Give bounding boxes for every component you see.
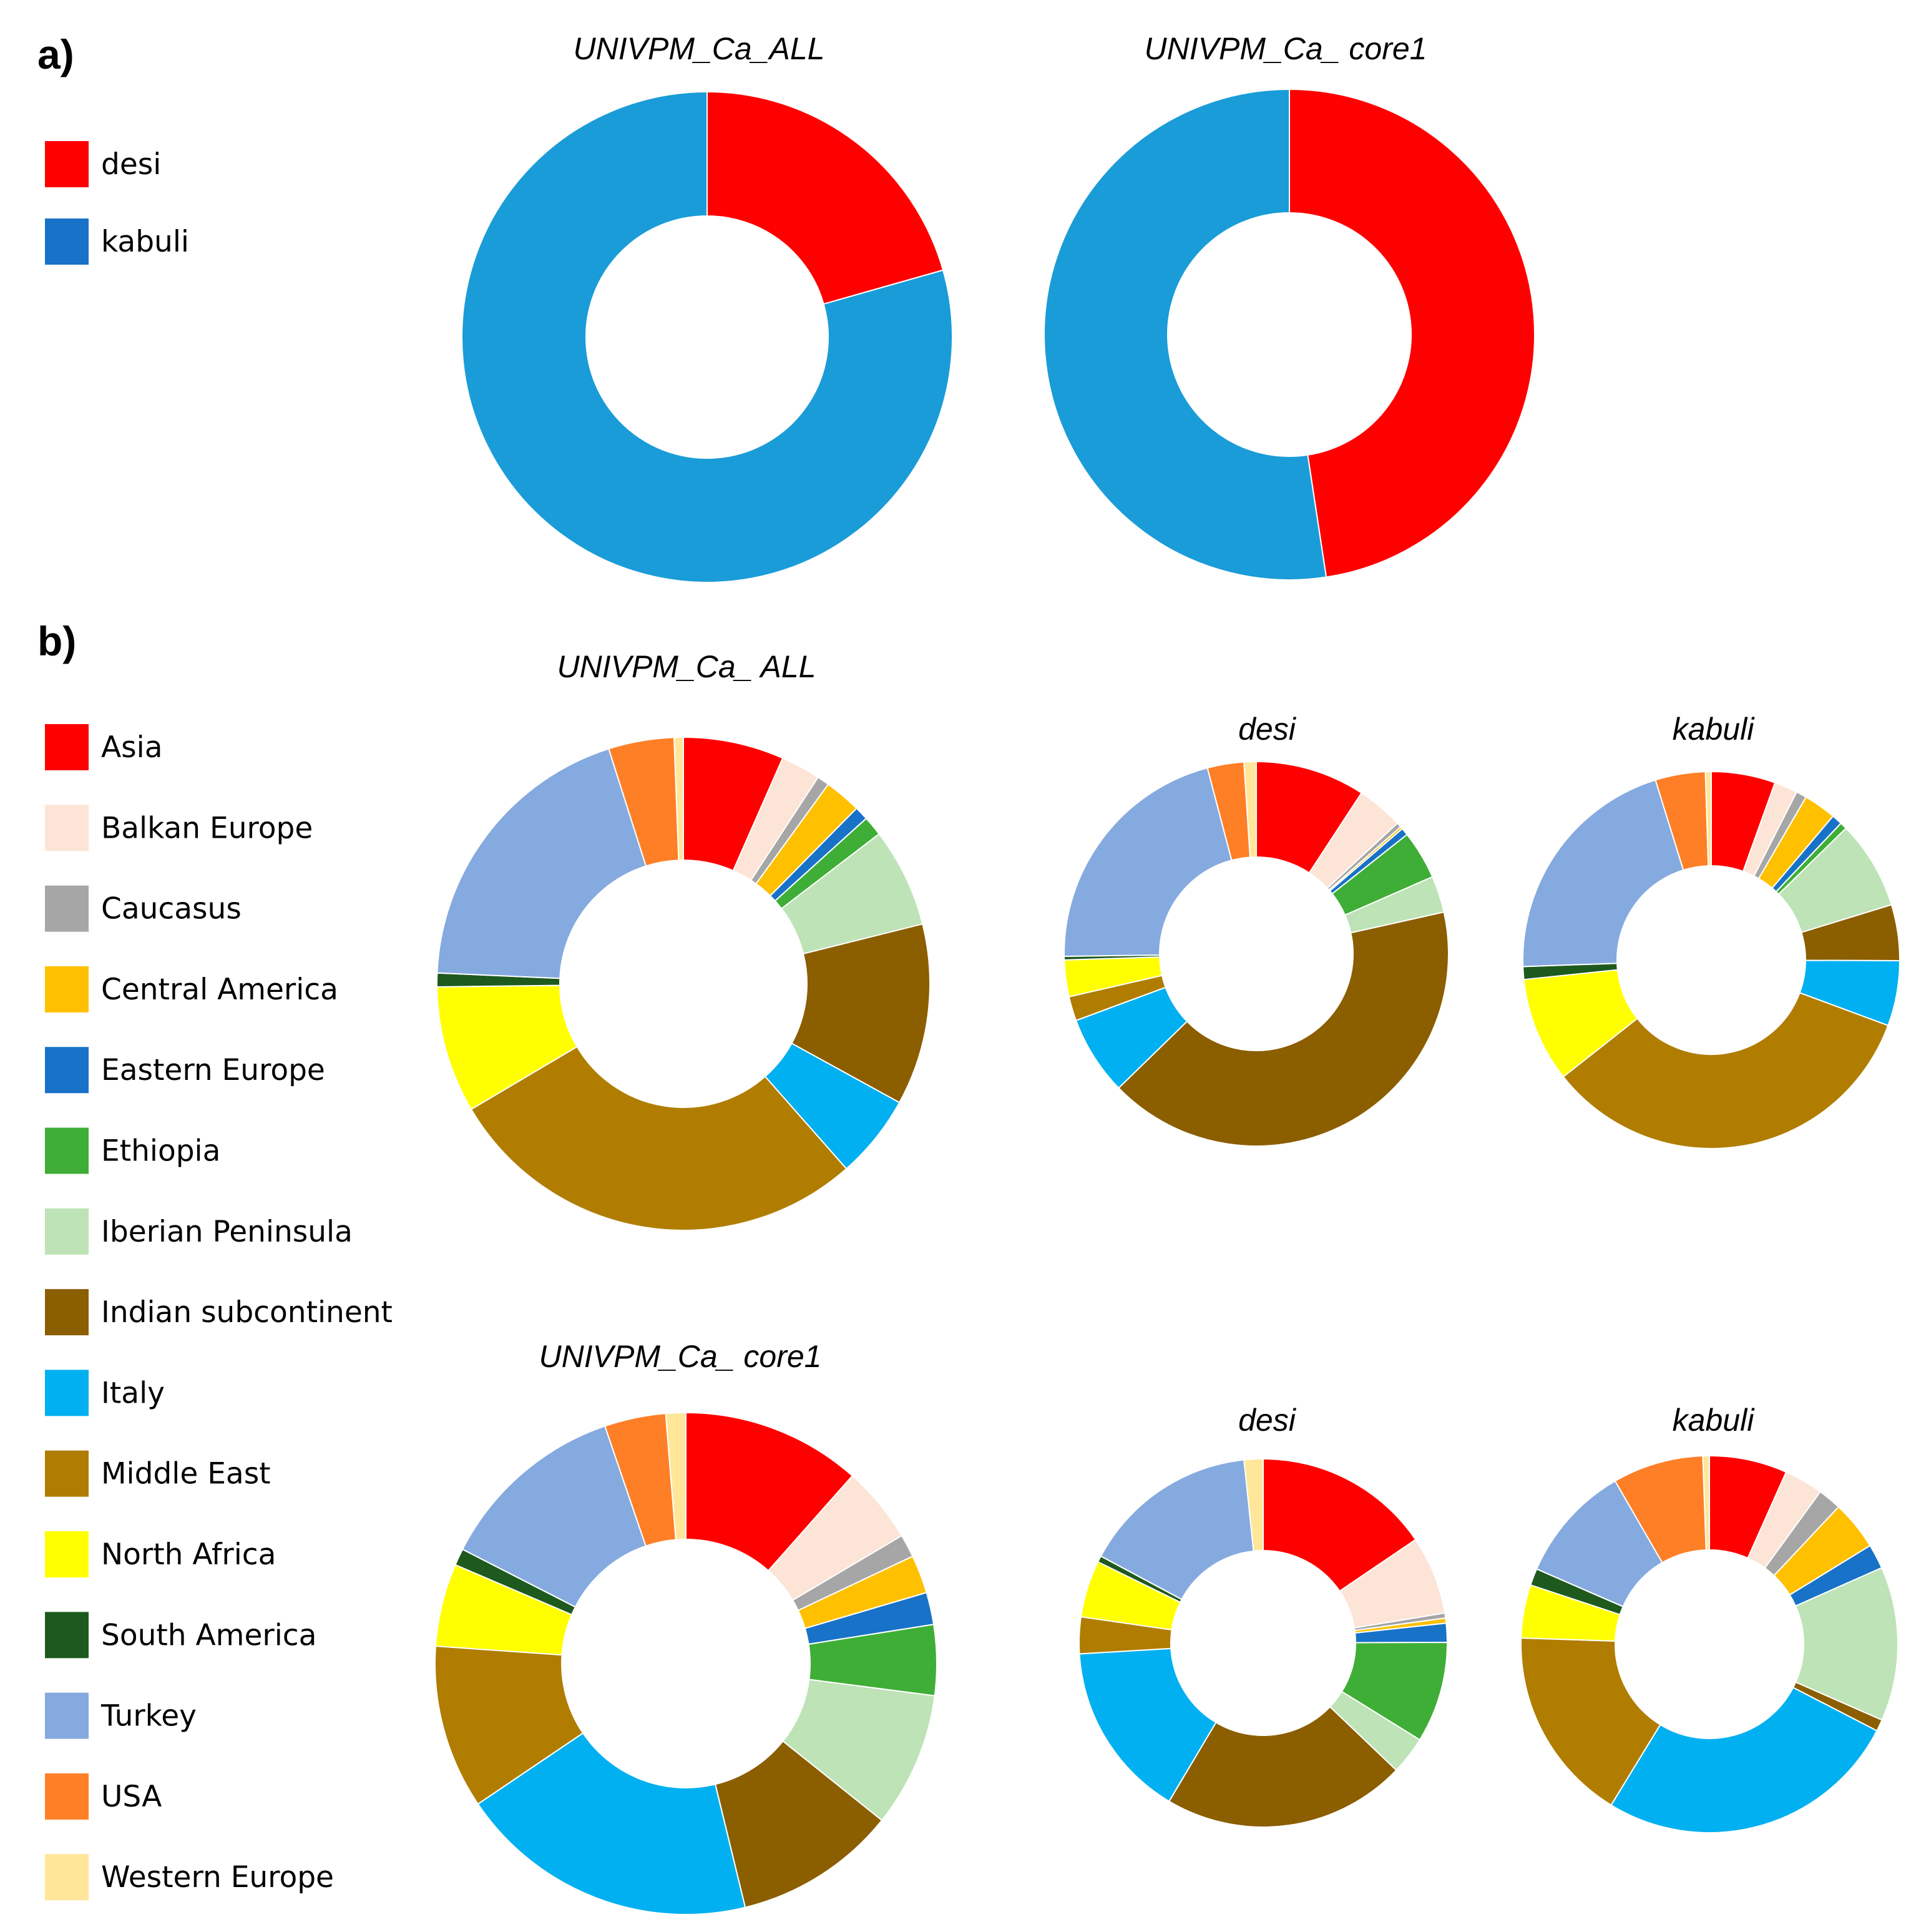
legend-origin-label-ethiopia: Ethiopia xyxy=(101,1134,220,1169)
legend-origin-swatch-balkan-europe xyxy=(45,805,89,851)
legend-origin-swatch-asia xyxy=(45,724,89,770)
b-core1-kabuli-slice-western-europe xyxy=(1702,1454,1710,1551)
legend-origin-label-turkey: Turkey xyxy=(100,1699,197,1733)
donut-chart-b-all-kabuli: kabuli xyxy=(1522,712,1901,1149)
b-all-slice-middle-east xyxy=(470,1046,848,1231)
legend-origin-label-south-america: South America xyxy=(101,1618,316,1652)
legend-origin-label-balkan-europe: Balkan Europe xyxy=(101,811,313,845)
legend-origin-swatch-middle-east xyxy=(45,1450,89,1497)
legend-origin-label-western-europe: Western Europe xyxy=(101,1860,334,1895)
b-all-desi-slice-indian-subcontinent xyxy=(1118,911,1449,1147)
panel-label-a: a) xyxy=(37,31,74,77)
legend-origin-swatch-caucasus xyxy=(45,885,89,932)
b-core1-desi-slice-italy xyxy=(1078,1647,1217,1802)
panel-label-b: b) xyxy=(37,618,76,664)
b-core1-slice-turkey xyxy=(461,1425,647,1608)
b-core1-slice-western-europe xyxy=(665,1411,687,1541)
chart-title-b-core1: UNIVPM_Ca_ core1 xyxy=(539,1339,822,1374)
legend-origin-swatch-south-america xyxy=(45,1612,89,1659)
legend-origin-swatch-indian-subcontinent xyxy=(45,1289,89,1336)
legend-origin-swatch-north-africa xyxy=(45,1531,89,1577)
legend-origin-swatch-turkey xyxy=(45,1692,89,1739)
a-all-slice-kabuli xyxy=(461,91,953,583)
legend-origin-swatch-eastern-europe xyxy=(45,1047,89,1094)
legend-type: desi kabuli xyxy=(45,141,189,265)
legend-type-swatch-desi xyxy=(45,141,89,187)
legend-origin-label-iberian-peninsula: Iberian Peninsula xyxy=(101,1215,353,1249)
chart-title-a-all: UNIVPM_Ca_ALL xyxy=(574,31,825,66)
a-all-slice-desi xyxy=(706,91,944,305)
legend-origin-swatch-italy xyxy=(45,1370,89,1416)
chart-title-a-core1: UNIVPM_Ca_ core1 xyxy=(1145,31,1427,66)
b-all-desi-slice-western-europe xyxy=(1243,760,1257,858)
donut-chart-b-core1: UNIVPM_Ca_ core1 xyxy=(434,1339,937,1915)
donut-chart-a-all: UNIVPM_Ca_ALL xyxy=(461,31,953,583)
legend-origin-label-indian-subcontinent: Indian subcontinent xyxy=(101,1295,393,1330)
b-all-slice-indian-subcontinent xyxy=(791,923,931,1104)
donut-chart-b-core1-desi: desi xyxy=(1078,1403,1449,1828)
legend-origin-label-middle-east: Middle East xyxy=(101,1457,271,1491)
b-all-slice-turkey xyxy=(436,748,647,979)
legend-origin-swatch-western-europe xyxy=(45,1854,89,1901)
legend-origin-swatch-usa xyxy=(45,1773,89,1820)
b-all-kabuli-slice-western-europe xyxy=(1704,770,1712,867)
donut-chart-b-all: UNIVPM_Ca_ ALL xyxy=(436,649,931,1231)
b-all-slice-western-europe xyxy=(673,736,684,861)
legend-origin-label-caucasus: Caucasus xyxy=(101,892,242,926)
b-core1-desi-slice-asia xyxy=(1263,1458,1417,1592)
legend-type-swatch-kabuli xyxy=(45,218,89,265)
donut-chart-b-all-desi: desi xyxy=(1063,712,1449,1147)
legend-origin-label-north-africa: North Africa xyxy=(101,1537,276,1572)
legend-origin-label-central-america: Central America xyxy=(101,973,338,1007)
donut-chart-a-core1: UNIVPM_Ca_ core1 xyxy=(1044,31,1535,581)
b-all-desi-slice-turkey xyxy=(1063,767,1233,957)
b-core1-slice-asia xyxy=(685,1411,854,1572)
b-all-kabuli-slice-middle-east xyxy=(1562,992,1889,1149)
b-core1-desi-slice-turkey xyxy=(1100,1459,1254,1601)
legend-origin-swatch-central-america xyxy=(45,966,89,1013)
chart-title-b-core1-kabuli: kabuli xyxy=(1673,1403,1756,1438)
b-core1-kabuli-slice-iberian-peninsula xyxy=(1794,1567,1899,1721)
legend-type-label-kabuli: kabuli xyxy=(101,225,189,259)
a-core1-slice-desi xyxy=(1289,88,1535,578)
legend-origin-swatch-ethiopia xyxy=(45,1127,89,1174)
legend-origin-swatch-iberian-peninsula xyxy=(45,1208,89,1255)
b-core1-kabuli-slice-italy xyxy=(1610,1686,1878,1833)
legend-origin-label-eastern-europe: Eastern Europe xyxy=(101,1053,325,1087)
legend-type-label-desi: desi xyxy=(101,147,161,182)
legend-origin-label-asia: Asia xyxy=(101,730,163,765)
donut-chart-b-core1-kabuli: kabuli xyxy=(1520,1403,1899,1833)
b-core1-desi-slice-western-europe xyxy=(1243,1458,1264,1552)
legend-origin-label-italy: Italy xyxy=(101,1376,165,1410)
legend-origin: Asia Balkan Europe Caucasus Central America… xyxy=(45,724,393,1901)
legend-origin-label-usa: USA xyxy=(101,1780,162,1814)
b-core1-desi-slice-indian-subcontinent xyxy=(1168,1705,1397,1828)
chart-title-b-all: UNIVPM_Ca_ ALL xyxy=(557,649,816,684)
b-core1-kabuli-slice-middle-east xyxy=(1520,1637,1661,1807)
b-core1-slice-italy xyxy=(477,1732,746,1915)
chart-title-b-core1-desi: desi xyxy=(1238,1403,1297,1438)
chart-title-b-all-desi: desi xyxy=(1238,712,1297,747)
b-all-kabuli-slice-turkey xyxy=(1522,779,1684,968)
a-core1-slice-kabuli xyxy=(1044,88,1327,581)
chart-title-b-all-kabuli: kabuli xyxy=(1673,712,1756,747)
